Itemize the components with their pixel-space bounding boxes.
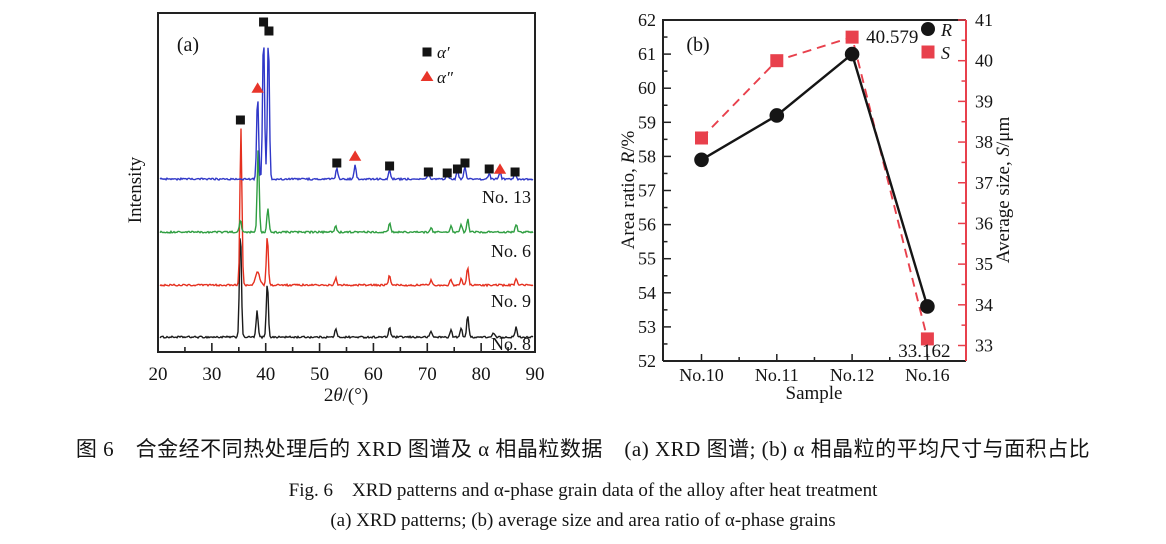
- svg-text:55: 55: [638, 249, 656, 269]
- xrd-curve-no-9: [159, 128, 534, 288]
- svg-text:70: 70: [418, 364, 437, 385]
- svg-text:40.579: 40.579: [866, 27, 918, 48]
- svg-text:33: 33: [975, 336, 993, 356]
- series-R-point: [694, 152, 709, 168]
- svg-text:59: 59: [638, 112, 656, 132]
- panel-b-legend: RS: [921, 20, 952, 63]
- xrd-curve-no-6: [159, 150, 534, 235]
- figure-svg: 20 30 40 50 60 70 80 90 2θ/(°) Intensity (a) α′ α″ No…: [125, 10, 1014, 406]
- svg-text:No.11: No.11: [755, 365, 799, 385]
- panel-b-left-ticks: [663, 19, 671, 362]
- svg-text:33.162: 33.162: [898, 341, 950, 362]
- svg-text:39: 39: [975, 91, 993, 111]
- series-S-line: [700, 35, 929, 340]
- svg-text:60: 60: [638, 78, 656, 98]
- svg-text:58: 58: [638, 146, 656, 166]
- svg-text:(b): (b): [686, 34, 709, 56]
- svg-text:61: 61: [638, 44, 656, 64]
- svg-text:20: 20: [149, 364, 168, 385]
- series-S-point: [695, 131, 708, 145]
- svg-text:No. 8: No. 8: [491, 334, 531, 354]
- series-R-point: [769, 108, 785, 123]
- panel-a-x-axis: [157, 343, 536, 352]
- svg-text:37: 37: [975, 173, 993, 193]
- svg-text:56: 56: [638, 215, 656, 235]
- svg-text:57: 57: [638, 181, 656, 201]
- svg-text:No.16: No.16: [905, 365, 950, 385]
- svg-text:52: 52: [638, 351, 656, 371]
- panel-a-peak-markers: [235, 17, 520, 178]
- svg-text:40: 40: [975, 51, 993, 71]
- series-S-point: [845, 30, 859, 44]
- svg-text:41: 41: [975, 10, 993, 30]
- panel-b-x-ticks: [700, 354, 929, 361]
- svg-text:2θ/(°): 2θ/(°): [324, 385, 368, 406]
- series-R-point: [920, 299, 935, 314]
- svg-text:90: 90: [526, 364, 545, 385]
- svg-text:No. 13: No. 13: [482, 187, 531, 207]
- caption-chinese: 图 6 合金经不同热处理后的 XRD 图谱及 α 相晶粒数据 (a) XRD 图…: [75, 437, 1091, 461]
- caption-english-sub: (a) XRD patterns; (b) average size and a…: [330, 510, 836, 531]
- svg-text:R: R: [940, 20, 952, 40]
- svg-text:Area ratio, R/%: Area ratio, R/%: [618, 130, 639, 249]
- svg-text:60: 60: [364, 364, 383, 385]
- svg-text:38: 38: [975, 132, 993, 152]
- svg-text:No.10: No.10: [679, 365, 724, 385]
- svg-text:36: 36: [975, 213, 993, 233]
- svg-text:Intensity: Intensity: [125, 156, 146, 223]
- panel-b-grain-chart: 52 53 54 55 56 57 58 59 60 61 62 33 34 35 36 37 38 39 40 41…: [618, 10, 1014, 404]
- panel-b-right-ticks: [958, 19, 966, 347]
- svg-text:No. 6: No. 6: [491, 241, 531, 261]
- svg-text:α″: α″: [437, 68, 454, 87]
- svg-text:S: S: [941, 43, 950, 63]
- series-S-point: [770, 54, 784, 68]
- series-R-line: [700, 52, 929, 307]
- svg-text:53: 53: [638, 317, 656, 337]
- panel-a-legend: α′ α″: [420, 43, 454, 87]
- svg-text:α′: α′: [437, 43, 450, 62]
- series-R-point: [844, 46, 860, 62]
- svg-text:Average size, S/μm: Average size, S/μm: [993, 117, 1014, 264]
- svg-text:62: 62: [638, 10, 656, 30]
- svg-text:30: 30: [202, 364, 221, 385]
- svg-text:54: 54: [638, 283, 656, 303]
- svg-text:Sample: Sample: [786, 383, 843, 404]
- panel-a-xrd-chart: 20 30 40 50 60 70 80 90 2θ/(°) Intensity (a) α′ α″ No…: [125, 12, 545, 406]
- svg-text:(a): (a): [177, 34, 199, 56]
- series-S-point: [920, 332, 934, 346]
- svg-text:35: 35: [975, 254, 993, 274]
- svg-text:34: 34: [975, 295, 993, 315]
- svg-text:50: 50: [310, 364, 329, 385]
- svg-text:80: 80: [472, 364, 491, 385]
- caption-english-main: Fig. 6 XRD patterns and α-phase grain da…: [288, 480, 878, 501]
- svg-text:40: 40: [256, 364, 275, 385]
- svg-text:No.12: No.12: [830, 365, 875, 385]
- svg-text:No. 9: No. 9: [491, 291, 531, 311]
- xrd-curve-no-13: [159, 47, 534, 182]
- xrd-curve-no-8: [159, 238, 534, 340]
